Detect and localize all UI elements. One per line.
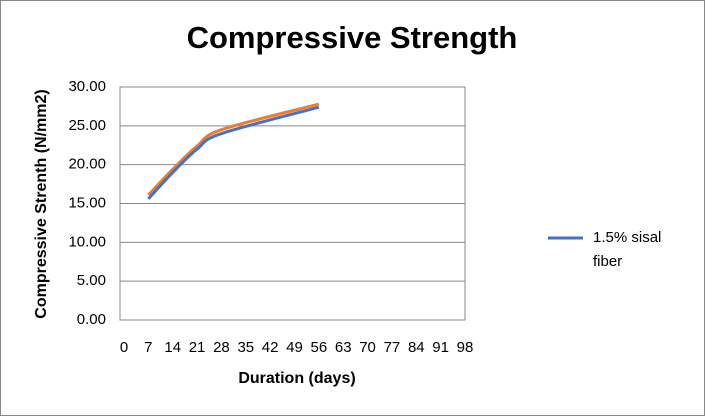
y-tick-label: 0.00	[77, 311, 106, 328]
x-tick-label: 35	[237, 339, 254, 356]
series-line	[147, 105, 320, 200]
x-tick-label: 84	[408, 339, 425, 356]
y-tick-label: 20.00	[68, 156, 106, 173]
y-axis-title: Compressive Strenth (N/mm2)	[33, 89, 50, 318]
y-tick-label: 5.00	[77, 272, 106, 289]
series-line	[147, 102, 320, 196]
x-tick-label: 91	[432, 339, 449, 356]
x-tick-label: 98	[457, 339, 474, 356]
x-tick-label: 49	[286, 339, 303, 356]
x-tick-label: 42	[262, 339, 279, 356]
x-tick-label: 28	[213, 339, 230, 356]
y-tick-label: 10.00	[68, 233, 106, 250]
x-tick-label: 56	[311, 339, 328, 356]
x-tick-label: 70	[359, 339, 376, 356]
y-tick-label: 25.00	[68, 117, 106, 134]
legend-label: 1.5% sisal fiber	[593, 229, 662, 270]
x-tick-label: 14	[164, 339, 181, 356]
y-tick-label: 30.00	[68, 78, 106, 95]
x-axis-title: Duration (days)	[238, 370, 355, 387]
x-tick-label: 7	[144, 339, 152, 356]
x-tick-label: 77	[384, 339, 401, 356]
x-tick-label: 63	[335, 339, 352, 356]
y-tick-label: 15.00	[68, 194, 106, 211]
x-tick-label: 0	[120, 339, 128, 356]
chart-title: Compressive Strength	[187, 20, 518, 55]
x-tick-label: 21	[189, 339, 206, 356]
